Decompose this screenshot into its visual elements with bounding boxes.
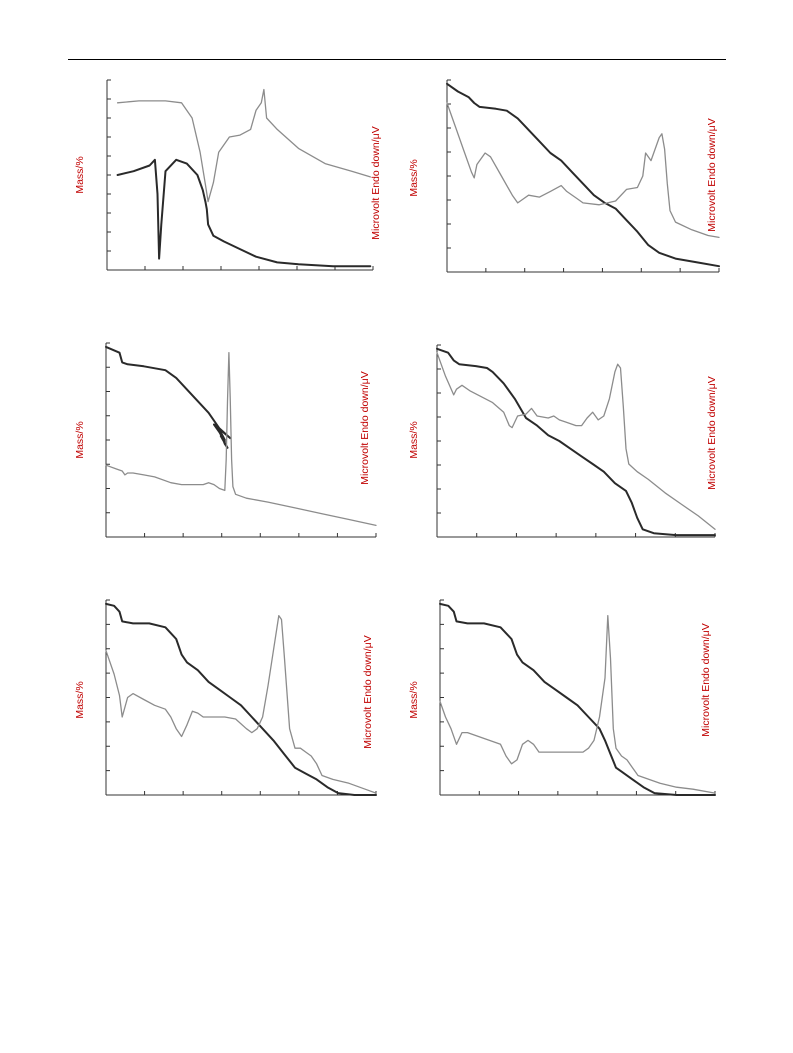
chart-panel-3 [105,342,377,538]
microvolt-curve [439,614,716,794]
mass-axis-label: Mass/% [74,156,86,194]
mass-axis-label: Mass/% [408,159,420,197]
mass-curve [446,82,720,268]
chart-panel-5 [105,599,377,796]
chart-panel-2 [446,79,720,273]
microvolt-curve [446,102,720,239]
mass-curve [105,602,377,796]
mass-curve [105,345,232,449]
microvolt-curve [105,614,377,794]
microvolt-curve [105,352,377,527]
microvolt-axis-label: Microvolt Endo down/μV [359,371,371,485]
top-rule [68,59,726,60]
mass-curve [439,602,716,796]
microvolt-axis-label: Microvolt Endo down/μV [706,118,718,232]
mass-axis-label: Mass/% [408,421,420,459]
microvolt-axis-label: Microvolt Endo down/μV [700,623,712,737]
chart-panel-4 [436,344,716,538]
mass-axis-label: Mass/% [74,681,86,719]
mass-curve [436,347,716,537]
microvolt-axis-label: Microvolt Endo down/μV [370,126,382,240]
mass-curve [116,158,372,268]
chart-panel-6 [439,599,716,796]
microvolt-axis-label: Microvolt Endo down/μV [362,635,374,749]
mass-axis-label: Mass/% [408,681,420,719]
microvolt-axis-label: Microvolt Endo down/μV [706,376,718,490]
microvolt-curve [116,88,371,203]
mass-axis-label: Mass/% [74,421,86,459]
microvolt-curve [436,352,716,530]
chart-panel-1 [106,79,374,271]
